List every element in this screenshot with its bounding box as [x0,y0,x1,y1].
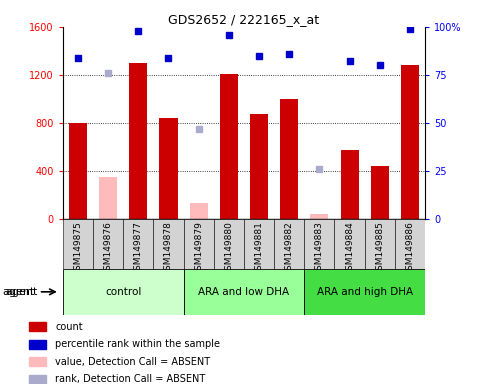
Text: agent: agent [5,287,38,297]
Bar [184,269,304,315]
Text: GSM149881: GSM149881 [255,221,264,276]
Text: GSM149884: GSM149884 [345,221,354,276]
Text: GSM149877: GSM149877 [134,221,143,276]
Bar [63,269,184,315]
Text: GSM149882: GSM149882 [284,221,294,276]
Bar [365,219,395,269]
Text: ARA and high DHA: ARA and high DHA [316,287,413,297]
Bar [395,219,425,269]
Bar [304,219,334,269]
Bar [28,322,46,331]
Title: GDS2652 / 222165_x_at: GDS2652 / 222165_x_at [169,13,319,26]
Bar [311,214,328,219]
Bar [189,203,208,219]
Bar [28,339,46,349]
Text: value, Detection Call = ABSENT: value, Detection Call = ABSENT [55,357,211,367]
Bar [371,166,389,219]
Bar [280,99,298,219]
Bar [93,219,123,269]
Text: percentile rank within the sample: percentile rank within the sample [55,339,220,349]
Bar [304,269,425,315]
Bar [220,74,238,219]
Bar [250,114,268,219]
Bar [129,63,147,219]
Bar [213,219,244,269]
Bar [274,219,304,269]
Bar [184,219,213,269]
Text: GSM149876: GSM149876 [103,221,113,276]
Bar [334,219,365,269]
Text: GSM149883: GSM149883 [315,221,324,276]
Bar [123,219,154,269]
Bar [244,219,274,269]
Text: control: control [105,287,142,297]
Bar [401,65,419,219]
Bar [99,177,117,219]
Bar [63,219,93,269]
Bar [154,219,184,269]
Text: GSM149879: GSM149879 [194,221,203,276]
Bar [69,123,87,219]
Text: agent: agent [2,287,35,297]
Text: GSM149880: GSM149880 [224,221,233,276]
Bar [159,118,178,219]
Bar [341,151,358,219]
Text: GSM149875: GSM149875 [73,221,83,276]
Text: GSM149886: GSM149886 [405,221,414,276]
Bar [28,375,46,384]
Text: ARA and low DHA: ARA and low DHA [199,287,289,297]
Text: rank, Detection Call = ABSENT: rank, Detection Call = ABSENT [55,374,205,384]
Text: GSM149885: GSM149885 [375,221,384,276]
Text: GSM149878: GSM149878 [164,221,173,276]
Text: count: count [55,321,83,331]
Bar [28,357,46,366]
